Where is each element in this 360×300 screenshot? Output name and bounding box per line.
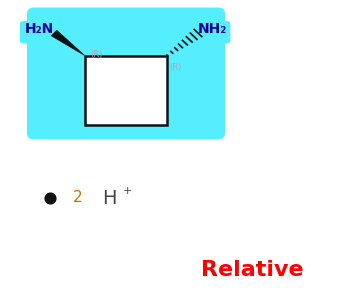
FancyBboxPatch shape xyxy=(191,21,230,44)
Text: Relative: Relative xyxy=(201,260,303,280)
FancyBboxPatch shape xyxy=(20,21,59,44)
Text: H: H xyxy=(103,188,117,208)
Text: (R): (R) xyxy=(169,63,181,72)
Text: +: + xyxy=(123,186,132,197)
Text: NH₂: NH₂ xyxy=(198,22,227,36)
FancyBboxPatch shape xyxy=(27,8,225,140)
Text: (R): (R) xyxy=(90,50,102,58)
Polygon shape xyxy=(51,30,85,56)
Point xyxy=(48,196,53,200)
Text: 2: 2 xyxy=(73,190,82,206)
Text: H₂N: H₂N xyxy=(25,22,54,36)
Polygon shape xyxy=(85,56,167,124)
